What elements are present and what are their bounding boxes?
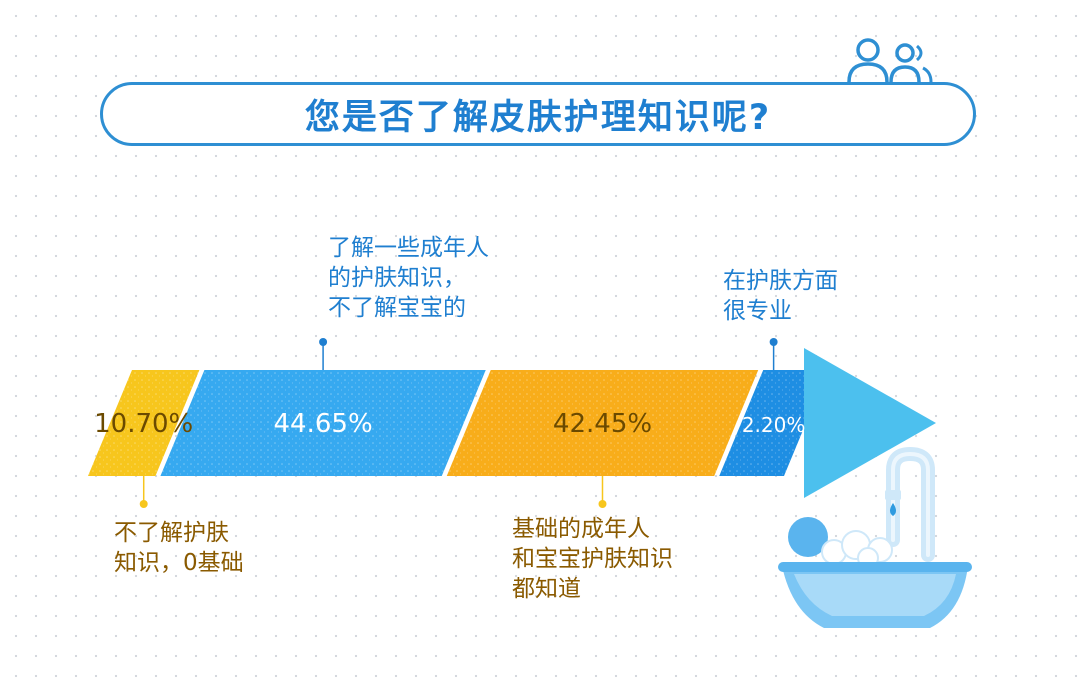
label-category-2: 了解一些成年人 的护肤知识， 不了解宝宝的 <box>328 235 489 321</box>
connector-dot-4 <box>769 338 778 346</box>
bar-texture-4 <box>719 370 828 476</box>
bar-texture-2 <box>160 370 486 476</box>
value-label-3: 42.45% <box>553 409 652 439</box>
label-category-4: 在护肤方面 很专业 <box>723 268 838 324</box>
bar-texture-3 <box>446 370 759 476</box>
value-label-4: 2.20% <box>742 413 806 437</box>
page-title: 您是否了解皮肤护理知识呢? <box>304 97 772 138</box>
label-category-3: 基础的成年人 和宝宝护肤知识 都知道 <box>512 516 673 602</box>
value-label-1: 10.70% <box>94 409 193 439</box>
bar-texture-1 <box>88 370 200 476</box>
title-banner: 您是否了解皮肤护理知识呢? <box>100 82 976 146</box>
arrow-head <box>804 348 936 498</box>
bathtub-icon <box>778 446 972 628</box>
value-label-2: 44.65% <box>274 409 373 439</box>
connector-dot-2 <box>319 338 328 346</box>
connector-dot-3 <box>598 500 607 508</box>
people-icon <box>847 38 933 83</box>
label-category-1: 不了解护肤 知识，0基础 <box>114 520 244 576</box>
connector-dot-1 <box>139 500 148 508</box>
